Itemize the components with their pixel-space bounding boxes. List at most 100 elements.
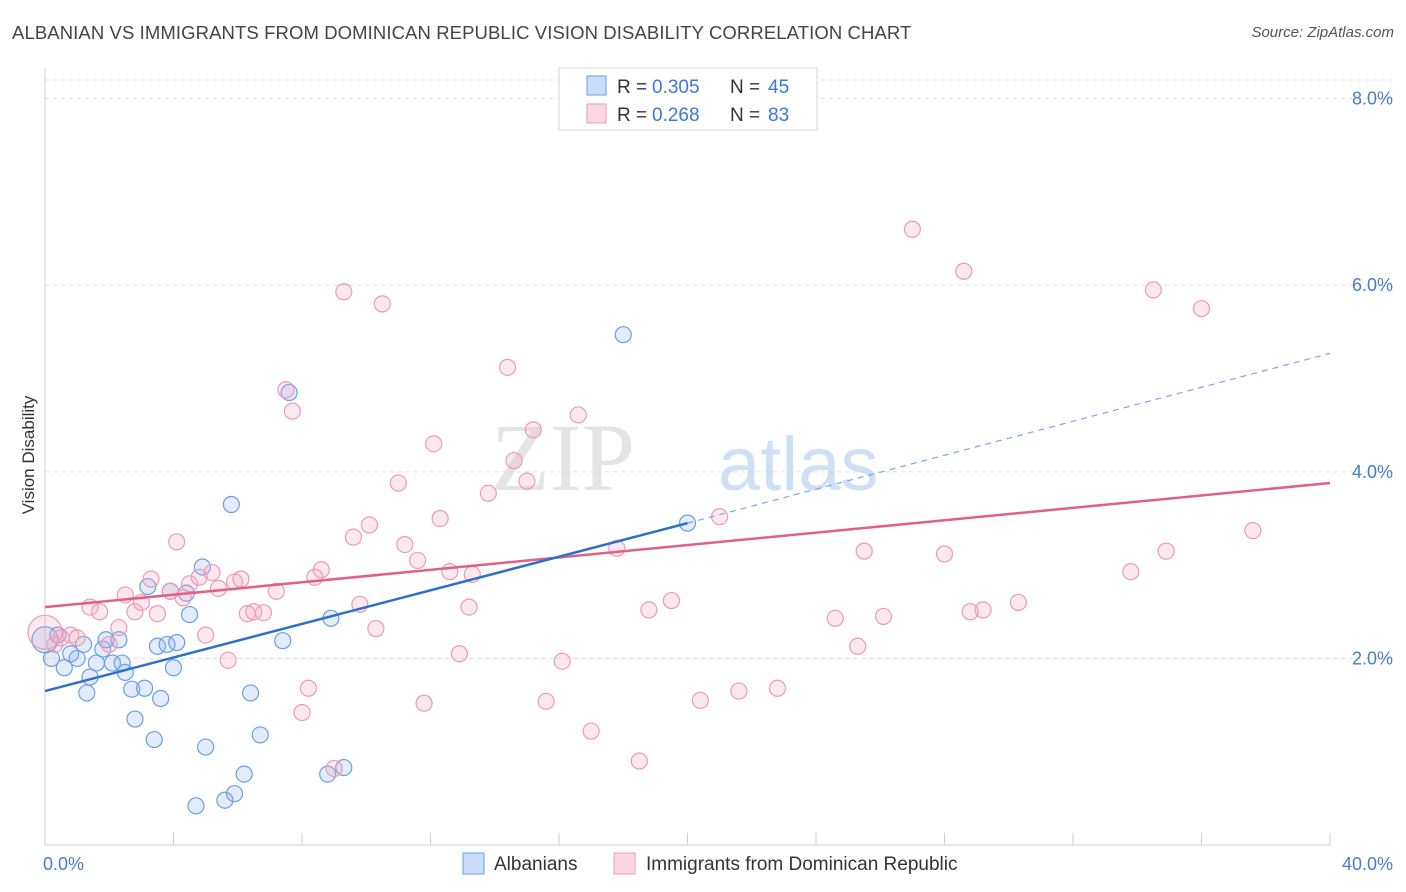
chart-title: ALBANIAN VS IMMIGRANTS FROM DOMINICAN RE… bbox=[12, 22, 912, 43]
top-legend: R = 0.305 N = 45 R = 0.268 N = 83 bbox=[558, 67, 818, 131]
dominican-point bbox=[630, 752, 648, 770]
legend-r-value: 0.305 bbox=[652, 77, 700, 98]
dominican-point bbox=[344, 528, 362, 546]
dominican-point bbox=[662, 591, 681, 610]
albanian-trend-line bbox=[44, 521, 688, 693]
dominican-point bbox=[203, 563, 221, 582]
dominican-point bbox=[312, 561, 330, 579]
source-credit: Source: ZipAtlas.com bbox=[1251, 24, 1394, 41]
legend-r-label: R = bbox=[617, 77, 647, 98]
albanian-point bbox=[103, 654, 122, 672]
dominican-point bbox=[1009, 593, 1027, 612]
dominican-point bbox=[691, 691, 709, 709]
dominican-point bbox=[293, 703, 311, 722]
dominican-point bbox=[148, 605, 167, 623]
dominican-point bbox=[254, 604, 273, 622]
y-tick-label: 6.0% bbox=[1352, 275, 1393, 295]
dominican-point bbox=[142, 570, 160, 588]
dominican-point bbox=[209, 579, 228, 598]
dominican-point bbox=[1192, 299, 1211, 318]
dominican-point bbox=[768, 679, 787, 697]
legend-r-label: R = bbox=[617, 105, 647, 126]
dominican-point bbox=[126, 603, 144, 621]
dominican-point bbox=[219, 651, 237, 669]
dominican-point bbox=[450, 645, 469, 663]
watermark-zip: ZIP bbox=[491, 404, 635, 511]
dominican-point bbox=[955, 262, 973, 280]
series-albanians-points bbox=[31, 326, 697, 815]
albanian-point bbox=[78, 684, 96, 702]
dominican-point bbox=[582, 722, 600, 740]
dominican-point bbox=[1122, 563, 1140, 581]
grid-lines bbox=[45, 79, 1392, 659]
albanian-point bbox=[225, 785, 244, 803]
dominican-point bbox=[367, 619, 385, 638]
bottom-legend-label-albanians: Albanians bbox=[494, 854, 577, 875]
series-dominican-points bbox=[27, 220, 1262, 778]
albanian-point bbox=[274, 632, 292, 650]
albanian-point bbox=[235, 765, 253, 783]
albanian-point bbox=[168, 633, 186, 652]
albanian-trend-extension bbox=[687, 352, 1331, 524]
albanian-point bbox=[74, 635, 93, 654]
x-tick-label: 40.0% bbox=[1342, 854, 1393, 874]
dominican-point bbox=[68, 629, 86, 647]
dominican-point bbox=[961, 603, 979, 621]
legend-n-value: 45 bbox=[768, 77, 789, 98]
dominican-point bbox=[537, 692, 555, 710]
albanian-point bbox=[242, 684, 260, 702]
dominican-point bbox=[935, 545, 954, 563]
albanian-point bbox=[180, 605, 199, 624]
dominican-point bbox=[1157, 542, 1175, 560]
albanian-point bbox=[164, 659, 183, 677]
bottom-legend: Albanians Immigrants from Dominican Repub… bbox=[462, 852, 958, 875]
dominican-point bbox=[524, 421, 542, 439]
dominican-point bbox=[91, 603, 109, 621]
dominican-point bbox=[360, 516, 379, 534]
dominican-point bbox=[903, 220, 921, 238]
dominican-point bbox=[479, 484, 497, 502]
dominican-point bbox=[190, 568, 208, 586]
dominican-point bbox=[849, 637, 867, 655]
watermark-atlas: atlas bbox=[718, 422, 879, 507]
albanian-point bbox=[55, 659, 73, 677]
dominican-point bbox=[396, 535, 414, 554]
axes bbox=[44, 68, 1331, 846]
tick-labels: 2.0% 4.0% 6.0% 8.0% 0.0% 40.0% bbox=[43, 89, 1393, 874]
y-tick-label: 8.0% bbox=[1352, 89, 1393, 109]
legend-box bbox=[558, 67, 818, 131]
dominican-point bbox=[277, 381, 295, 399]
watermark: ZIP atlas bbox=[491, 404, 879, 511]
dominican-point bbox=[100, 635, 118, 654]
albanian-point bbox=[197, 738, 215, 756]
dominican-point bbox=[553, 652, 571, 670]
legend-r-value: 0.268 bbox=[652, 105, 700, 126]
albanian-point bbox=[193, 558, 212, 576]
legend-n-label: N = bbox=[730, 105, 760, 126]
dominican-point bbox=[180, 575, 199, 593]
bottom-legend-label-dominican: Immigrants from Dominican Republic bbox=[646, 854, 958, 875]
dominican-point bbox=[730, 682, 748, 700]
albanian-point bbox=[123, 680, 141, 698]
dominican-point bbox=[110, 619, 128, 637]
dominican-point bbox=[299, 679, 318, 697]
albanian-point bbox=[135, 679, 154, 697]
dominican-point bbox=[46, 635, 64, 654]
dominican-trend-line bbox=[44, 481, 1331, 609]
y-tick-label: 2.0% bbox=[1352, 648, 1393, 668]
albanian-point bbox=[126, 710, 144, 728]
dominican-point bbox=[518, 472, 536, 490]
legend-swatch bbox=[586, 103, 607, 124]
legend-n-value: 83 bbox=[768, 105, 789, 126]
dominican-point bbox=[168, 533, 186, 551]
dominican-point bbox=[197, 626, 215, 644]
dominican-point bbox=[441, 563, 459, 581]
albanian-point bbox=[97, 631, 115, 649]
albanian-point bbox=[110, 631, 128, 649]
dominican-point bbox=[874, 607, 893, 626]
dominican-point bbox=[569, 406, 587, 424]
dominican-point bbox=[325, 759, 343, 778]
x-tick-label: 0.0% bbox=[43, 854, 84, 874]
albanian-point bbox=[68, 649, 86, 668]
